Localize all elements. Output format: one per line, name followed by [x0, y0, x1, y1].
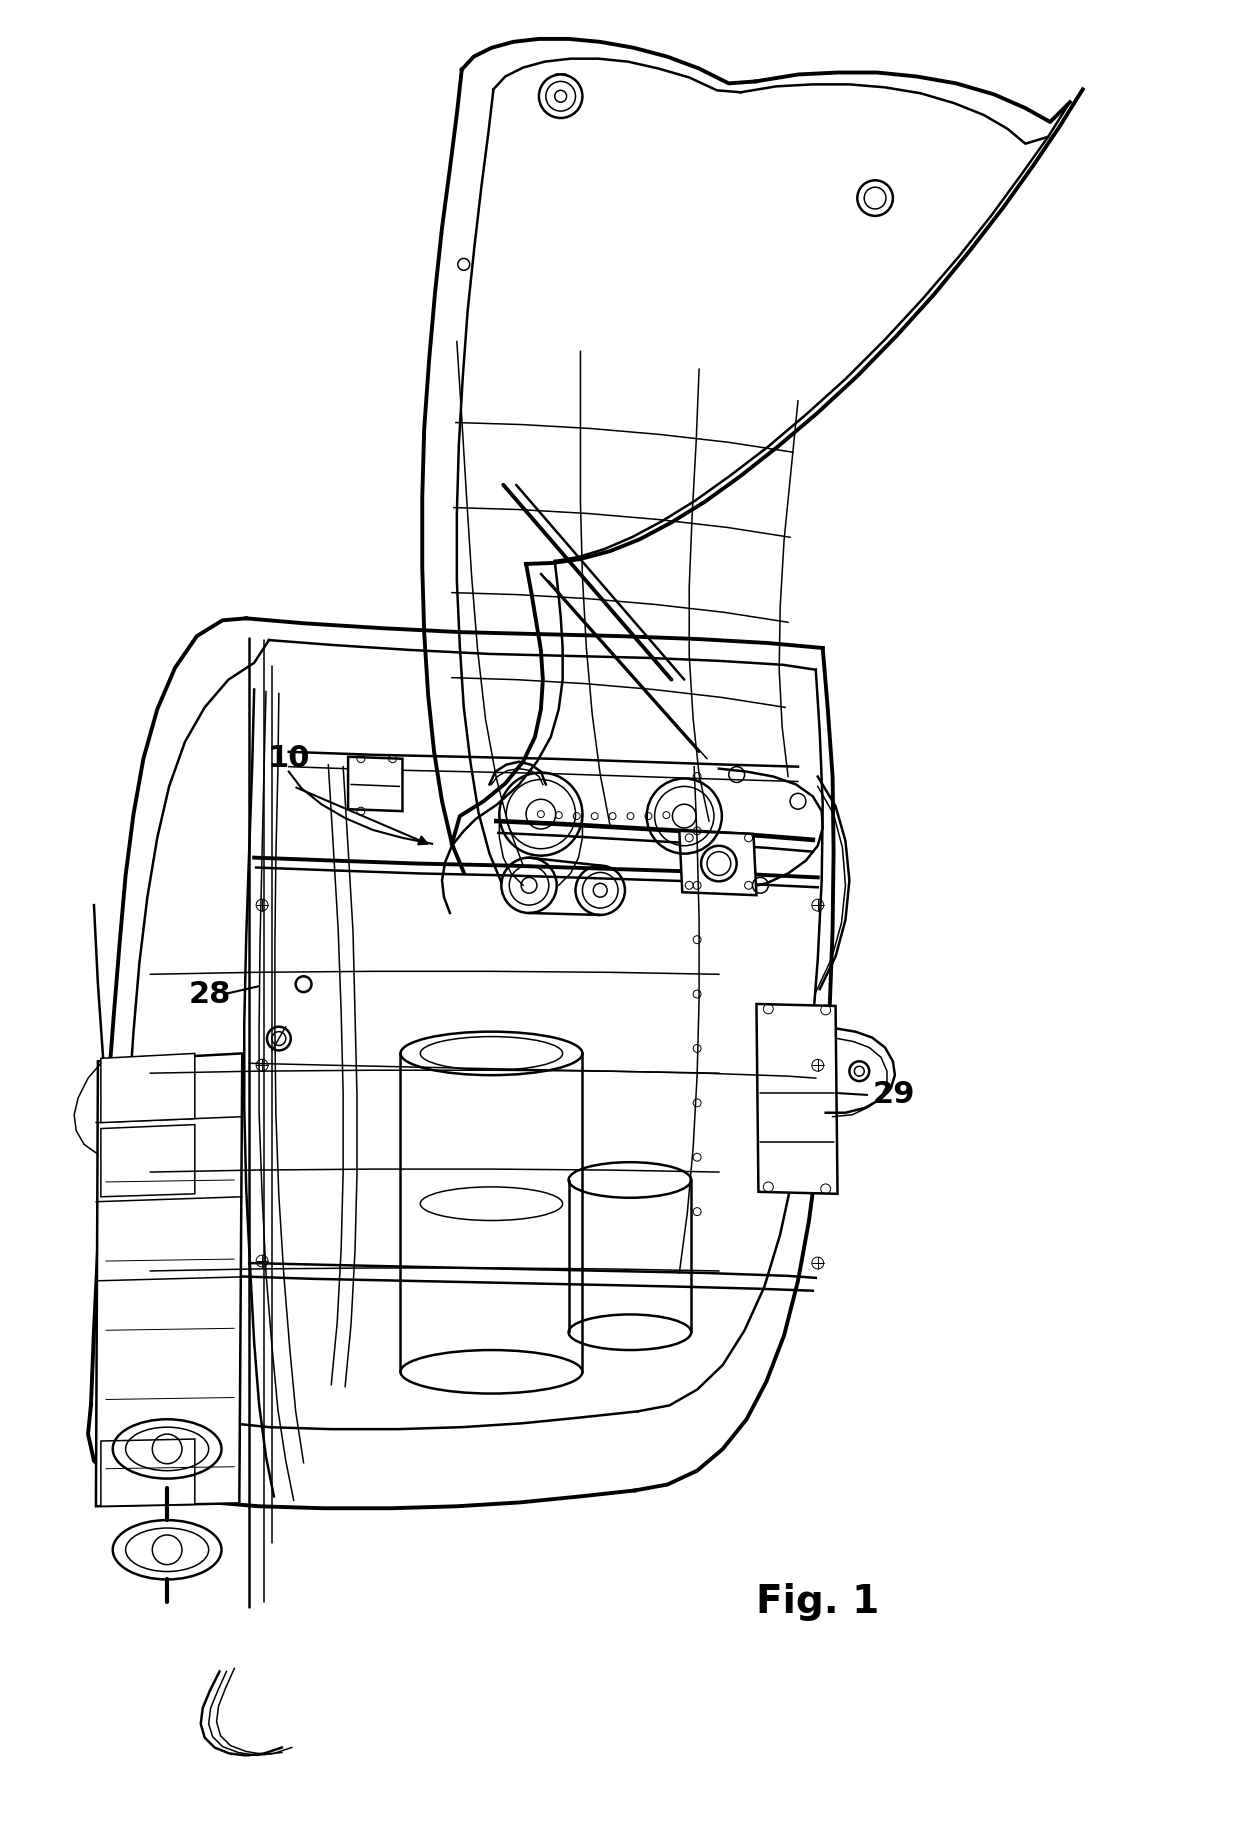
Polygon shape — [100, 1124, 195, 1197]
Polygon shape — [95, 1053, 242, 1506]
Text: 10: 10 — [268, 745, 310, 774]
Text: Fig. 1: Fig. 1 — [756, 1584, 879, 1621]
Text: 28: 28 — [188, 980, 231, 1009]
Polygon shape — [348, 757, 403, 810]
Polygon shape — [100, 1053, 195, 1122]
Polygon shape — [756, 1004, 837, 1194]
Polygon shape — [100, 1440, 195, 1506]
Text: 29: 29 — [872, 1080, 915, 1110]
Polygon shape — [680, 830, 756, 896]
